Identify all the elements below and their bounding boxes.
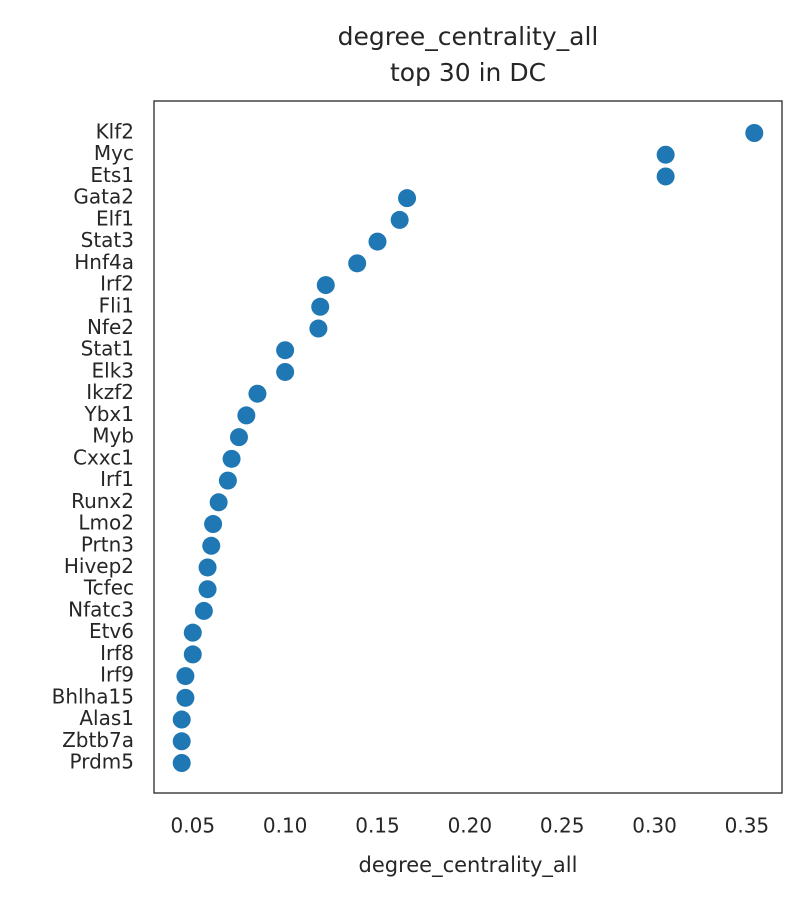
x-tick-label: 0.20 <box>448 814 493 838</box>
y-tick-label: Runx2 <box>71 489 134 513</box>
y-tick-label: Irf1 <box>100 467 134 491</box>
y-tick-label: Myc <box>94 141 134 165</box>
y-tick-label: Ybx1 <box>84 402 134 426</box>
y-tick-label: Hivep2 <box>64 554 134 578</box>
y-tick-label: Zbtb7a <box>62 728 134 752</box>
dot <box>204 515 223 534</box>
y-tick-label: Bhlha15 <box>52 684 134 708</box>
dot <box>309 319 328 338</box>
dot <box>172 754 191 772</box>
x-tick-label: 0.25 <box>540 814 585 838</box>
y-tick-label: Elk3 <box>92 358 135 382</box>
x-axis-label: degree_centrality_all <box>359 853 578 878</box>
x-tick-label: 0.05 <box>171 814 216 838</box>
y-tick-label: Irf9 <box>100 663 134 687</box>
chart-title: degree_centrality_all <box>338 22 599 51</box>
dot <box>656 167 675 186</box>
dot <box>198 558 217 577</box>
dot <box>172 732 191 751</box>
dot <box>194 601 213 620</box>
dot <box>183 645 202 664</box>
dot <box>218 471 237 490</box>
y-tick-label: Prtn3 <box>81 532 134 556</box>
plot-frame <box>153 100 783 794</box>
y-tick-label: Stat3 <box>81 228 134 252</box>
y-tick-label: Ets1 <box>90 163 134 187</box>
dot <box>209 493 228 512</box>
y-tick-label: Fli1 <box>99 293 134 317</box>
dot <box>202 536 221 555</box>
y-tick-label: Etv6 <box>89 619 134 643</box>
dot <box>348 254 367 273</box>
y-tick-label: Alas1 <box>79 706 134 730</box>
y-tick-label: Gata2 <box>73 185 134 209</box>
y-tick-label: Cxxc1 <box>73 445 134 469</box>
y-tick-label: Ikzf2 <box>86 380 134 404</box>
y-tick-label: Nfe2 <box>87 315 134 339</box>
chart-subtitle: top 30 in DC <box>390 58 546 87</box>
dot <box>176 667 195 686</box>
dot <box>316 276 335 295</box>
x-tick-label: 0.15 <box>355 814 400 838</box>
y-tick-label: Nfatc3 <box>68 597 134 621</box>
y-tick-label: Myb <box>92 424 134 448</box>
y-tick-label: Elf1 <box>96 206 134 230</box>
x-tick-label: 0.30 <box>632 814 677 838</box>
y-tick-label: Hnf4a <box>74 250 134 274</box>
y-tick-label: Lmo2 <box>78 511 134 535</box>
dot <box>398 189 417 208</box>
dot <box>237 406 256 425</box>
dot <box>745 124 764 142</box>
y-tick-label: Tcfec <box>83 576 134 600</box>
dot <box>311 297 330 316</box>
dot <box>276 362 295 381</box>
dot <box>248 384 267 403</box>
dot <box>172 710 191 729</box>
y-tick-label: Prdm5 <box>70 750 134 774</box>
dot <box>176 688 195 707</box>
dot <box>229 428 248 447</box>
dot <box>390 210 409 229</box>
dot <box>656 145 675 164</box>
y-tick-label: Stat1 <box>81 337 134 361</box>
dot <box>368 232 387 251</box>
x-tick-label: 0.10 <box>263 814 308 838</box>
dot <box>222 449 241 468</box>
dot <box>276 341 295 360</box>
y-tick-label: Irf8 <box>100 641 134 665</box>
dot <box>183 623 202 642</box>
y-tick-label: Irf2 <box>100 272 134 296</box>
y-tick-label: Klf2 <box>96 120 134 144</box>
x-tick-label: 0.35 <box>725 814 770 838</box>
dot <box>198 580 217 599</box>
